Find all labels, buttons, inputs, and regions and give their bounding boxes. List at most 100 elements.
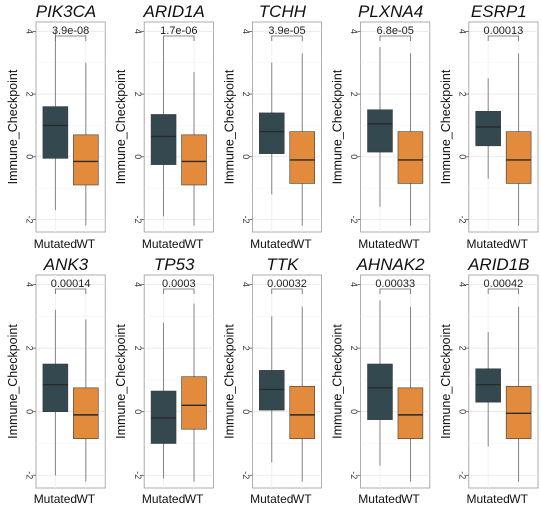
- significance-bracket: [379, 288, 411, 294]
- x-category-label-mutated: Mutated: [466, 492, 509, 506]
- x-category-label-wt: WT: [185, 237, 204, 251]
- x-category-label-wt: WT: [76, 237, 95, 251]
- gene-title: ANK3: [43, 255, 89, 274]
- y-tick-label: 0: [133, 409, 143, 414]
- y-tick-label: -2: [133, 215, 143, 223]
- significance-bracket: [271, 35, 303, 41]
- significance-bracket: [163, 288, 195, 294]
- gene-title: TTK: [266, 255, 299, 274]
- mutated-box: [259, 112, 285, 154]
- y-tick-label: 4: [241, 282, 251, 287]
- x-category-label-wt: WT: [293, 237, 312, 251]
- y-tick-label: 0: [457, 154, 467, 159]
- y-tick-label: 2: [241, 92, 251, 97]
- y-tick-label: 4: [457, 29, 467, 34]
- x-category-label-mutated: Mutated: [466, 237, 509, 251]
- gene-title: ARID1B: [467, 255, 529, 274]
- y-tick-label: 2: [25, 346, 35, 351]
- x-category-label-wt: WT: [293, 492, 312, 506]
- y-tick-label: 0: [349, 154, 359, 159]
- y-tick-label: -2: [241, 215, 251, 223]
- gene-title: TCHH: [259, 2, 307, 21]
- x-category-label-mutated: Mutated: [142, 237, 185, 251]
- significance-bracket: [379, 35, 411, 41]
- y-tick-label: 2: [457, 346, 467, 351]
- y-tick-label: -2: [25, 471, 35, 479]
- y-axis-label: Immune_Checkpoint: [331, 69, 345, 184]
- x-category-label-mutated: Mutated: [34, 237, 77, 251]
- gene-title: PLXNA4: [358, 2, 423, 21]
- y-tick-label: 2: [133, 346, 143, 351]
- gene-title: ARID1A: [142, 2, 204, 21]
- y-tick-label: 0: [133, 154, 143, 159]
- y-tick-label: 2: [349, 92, 359, 97]
- wt-box: [289, 385, 315, 440]
- x-category-label-wt: WT: [509, 492, 528, 506]
- x-category-label-mutated: Mutated: [142, 492, 185, 506]
- x-category-label-wt: WT: [401, 492, 420, 506]
- y-tick-label: 2: [457, 92, 467, 97]
- y-tick-label: 4: [457, 282, 467, 287]
- x-category-label-mutated: Mutated: [358, 237, 401, 251]
- y-tick-label: 4: [133, 29, 143, 34]
- x-category-label-mutated: Mutated: [358, 492, 401, 506]
- p-value-label: 0.00014: [51, 278, 91, 290]
- gene-title: AHNAK2: [356, 255, 426, 274]
- significance-bracket: [271, 288, 303, 294]
- y-axis-label: Immune_Checkpoint: [439, 69, 453, 184]
- y-tick-label: -2: [457, 215, 467, 223]
- p-value-label: 6.8e-05: [377, 25, 414, 37]
- mutated-box: [150, 390, 177, 444]
- y-tick-label: -2: [133, 471, 143, 479]
- p-value-label: 1.7e-06: [160, 25, 197, 37]
- significance-bracket: [54, 35, 87, 41]
- y-tick-label: 2: [241, 346, 251, 351]
- x-category-label-wt: WT: [76, 492, 95, 506]
- significance-bracket: [54, 288, 87, 294]
- mutated-box: [475, 111, 501, 147]
- y-axis-label: Immune_Checkpoint: [331, 324, 345, 439]
- p-value-label: 0.00032: [267, 278, 307, 290]
- y-tick-label: 0: [349, 409, 359, 414]
- y-tick-label: 4: [241, 29, 251, 34]
- wt-box: [181, 134, 207, 186]
- y-tick-label: 0: [457, 409, 467, 414]
- significance-bracket: [163, 35, 195, 41]
- p-value-label: 0.00042: [484, 278, 524, 290]
- x-category-label-wt: WT: [401, 237, 420, 251]
- y-tick-label: 0: [241, 409, 251, 414]
- mutated-box: [42, 363, 69, 413]
- mutated-box: [367, 363, 393, 420]
- x-category-label-mutated: Mutated: [250, 492, 293, 506]
- x-category-label-wt: WT: [509, 237, 528, 251]
- gene-title: PIK3CA: [36, 2, 96, 21]
- x-category-label-wt: WT: [185, 492, 204, 506]
- y-axis-label: Immune_Checkpoint: [6, 69, 20, 184]
- y-tick-label: 4: [25, 29, 35, 34]
- y-axis-label: Immune_Checkpoint: [114, 69, 128, 184]
- y-tick-label: -2: [349, 471, 359, 479]
- y-tick-label: 0: [25, 154, 35, 159]
- x-category-label-mutated: Mutated: [34, 492, 77, 506]
- mutated-box: [367, 109, 393, 153]
- y-axis-label: Immune_Checkpoint: [222, 324, 236, 439]
- p-value-label: 3.9e-05: [268, 25, 305, 37]
- y-tick-label: -2: [349, 215, 359, 223]
- mutated-box: [42, 106, 69, 159]
- y-tick-label: 4: [133, 282, 143, 287]
- mutated-box: [150, 114, 177, 165]
- wt-box: [289, 131, 315, 184]
- wt-box: [73, 134, 99, 186]
- p-value-label: 0.00033: [375, 278, 415, 290]
- p-value-label: 0.0003: [162, 278, 196, 290]
- p-value-label: 3.9e-08: [52, 25, 89, 37]
- wt-box: [505, 131, 532, 184]
- p-value-label: 0.00013: [484, 25, 524, 37]
- wt-box: [181, 376, 207, 430]
- wt-box: [73, 387, 99, 440]
- gene-title: ESRP1: [471, 2, 527, 21]
- y-tick-label: -2: [241, 471, 251, 479]
- y-axis-label: Immune_Checkpoint: [6, 324, 20, 439]
- y-axis-label: Immune_Checkpoint: [222, 69, 236, 184]
